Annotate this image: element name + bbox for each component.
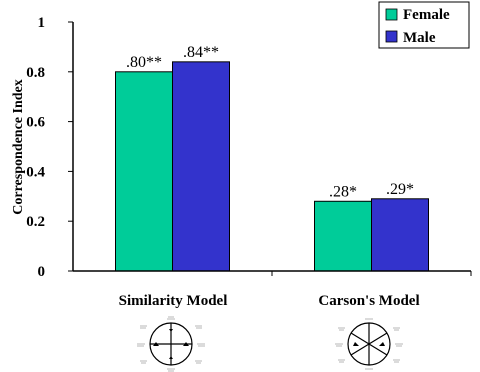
bar-female [314,200,372,272]
category-label: Similarity Model [119,293,228,309]
data-labels: .80** .84** .28* .29* [126,44,414,200]
bar-male [371,198,429,272]
legend-swatch-female [385,8,398,21]
data-label: .80** [126,54,162,71]
legend-label-female: Female [403,7,450,23]
data-label: .29* [386,181,414,198]
y-axis-title-group: Correspondence Index [11,79,26,214]
bars [115,61,429,272]
data-label: .28* [329,183,357,200]
data-label: .84** [183,44,219,61]
bar-female [115,71,173,272]
y-tick-label: 0.2 [26,214,45,230]
y-axis-ticks: 0 0.2 0.4 0.6 0.8 1 [26,15,73,280]
legend: Female Male [378,1,470,49]
bar-male [172,61,230,272]
similarity-model-diagram [137,316,205,372]
y-tick-label: 0.6 [26,115,45,131]
y-axis-title: Correspondence Index [11,79,26,214]
legend-label-male: Male [403,30,436,46]
category-label: Carson's Model [318,293,419,309]
y-tick-label: 1 [38,15,46,31]
y-tick-label: 0.4 [26,164,45,180]
y-tick-label: 0 [38,264,46,280]
y-tick-label: 0.8 [26,65,45,81]
carsons-model-diagram [335,318,403,370]
legend-swatch-male [385,30,398,43]
